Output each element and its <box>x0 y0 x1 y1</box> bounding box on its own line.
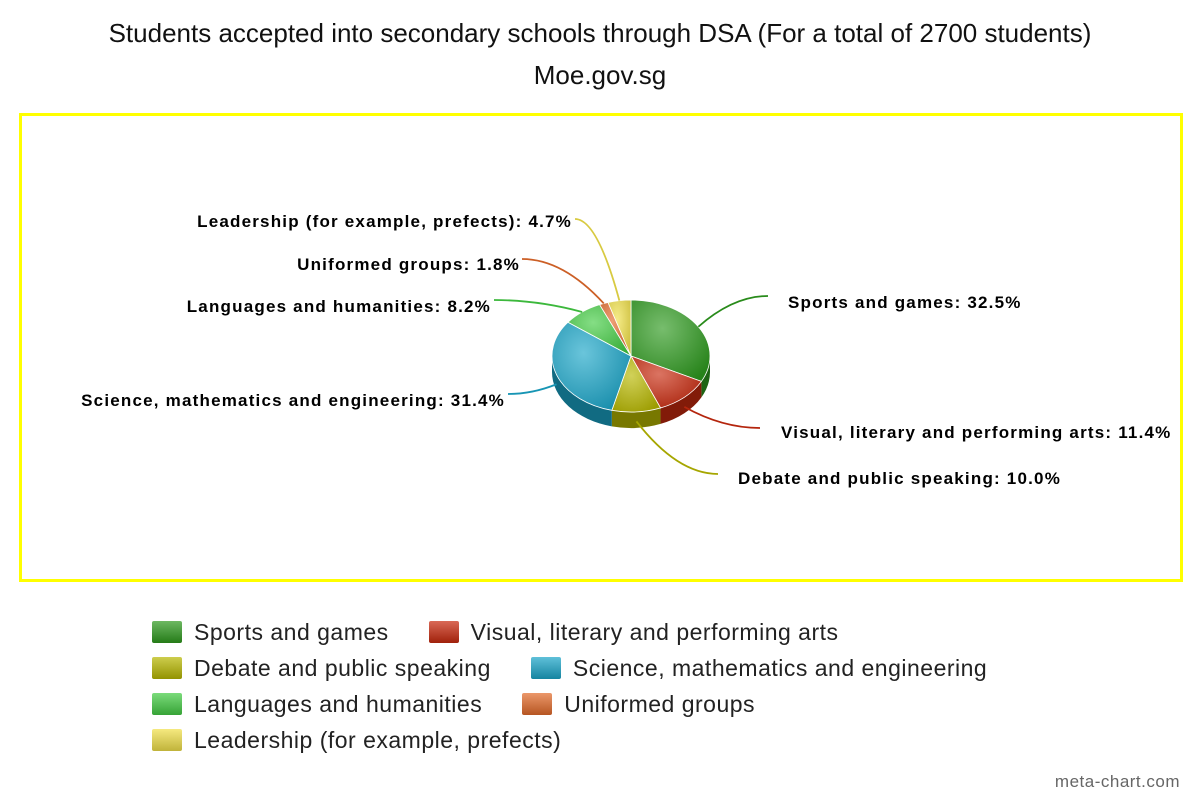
legend-item-uniformed-groups[interactable]: Uniformed groups <box>522 691 755 718</box>
legend-item-science-mathematics-and-engineering[interactable]: Science, mathematics and engineering <box>530 654 988 682</box>
leader-line-uniformed-groups <box>521 258 605 305</box>
pie-slices <box>551 299 711 413</box>
leader-line-science-mathematics-and-engineering <box>507 383 557 395</box>
legend-swatch <box>152 729 182 751</box>
legend-item-visual-literary-and-performing-arts[interactable]: Visual, literary and performing arts <box>428 618 839 646</box>
pie-side-visual-literary-and-performing-arts <box>660 381 702 424</box>
legend-item-leadership-for-example-prefects[interactable]: Leadership (for example, prefects) <box>152 727 561 754</box>
legend-swatch <box>152 657 182 679</box>
legend-label: Sports and games <box>194 618 389 645</box>
legend-swatch <box>530 657 561 679</box>
slice-label-sports-and-games: Sports and games: 32.5% <box>788 293 1022 312</box>
slice-label-uniformed-groups: Uniformed groups: 1.8% <box>297 255 520 274</box>
leader-line-sports-and-games <box>697 295 769 328</box>
leader-line-visual-literary-and-performing-arts <box>683 406 761 429</box>
slice-label-debate-and-public-speaking: Debate and public speaking: 10.0% <box>738 469 1061 488</box>
legend-swatch <box>428 621 459 643</box>
pie-side-debate-and-public-speaking <box>611 407 661 428</box>
plot-area-border <box>19 113 1183 582</box>
legend-label: Science, mathematics and engineering <box>572 654 988 681</box>
legend-swatch <box>152 693 182 715</box>
legend-row: Sports and games Visual, literary and per… <box>152 614 1152 650</box>
leader-line-languages-and-humanities <box>493 299 583 313</box>
slice-labels: Sports and games: 32.5% Visual, literary … <box>81 212 1171 488</box>
leader-line-debate-and-public-speaking <box>635 420 719 475</box>
legend-label: Debate and public speaking <box>194 654 491 681</box>
legend: Sports and games Visual, literary and per… <box>152 614 1152 758</box>
legend-swatch <box>152 621 182 643</box>
pie-slice-science-mathematics-and-engineering[interactable] <box>551 321 632 411</box>
slice-label-science-mathematics-and-engineering: Science, mathematics and engineering: 31… <box>81 391 505 410</box>
pie-sides <box>552 356 710 428</box>
legend-item-sports-and-games[interactable]: Sports and games <box>152 619 389 646</box>
chart-title: Students accepted into secondary schools… <box>108 18 1092 48</box>
legend-row: Debate and public speaking Science, mathe… <box>152 650 1152 686</box>
pie-side-sports-and-games <box>701 356 710 398</box>
leader-line-leadership-for-example-prefects <box>574 218 621 301</box>
legend-item-debate-and-public-speaking[interactable]: Debate and public speaking <box>152 655 491 682</box>
legend-label: Visual, literary and performing arts <box>470 618 839 645</box>
pie-side-science-mathematics-and-engineering <box>552 356 612 427</box>
legend-label: Leadership (for example, prefects) <box>194 726 562 753</box>
legend-label: Uniformed groups <box>564 690 756 717</box>
legend-item-languages-and-humanities[interactable]: Languages and humanities <box>152 691 482 718</box>
chart-subtitle: Moe.gov.sg <box>533 60 667 90</box>
legend-row: Languages and humanities Uniformed groups <box>152 686 1152 722</box>
slice-label-visual-literary-and-performing-arts: Visual, literary and performing arts: 11… <box>781 423 1171 442</box>
slice-label-leadership-for-example-prefects: Leadership (for example, prefects): 4.7% <box>197 212 572 231</box>
slice-label-languages-and-humanities: Languages and humanities: 8.2% <box>187 297 491 316</box>
legend-label: Languages and humanities <box>194 690 483 717</box>
legend-row: Leadership (for example, prefects) <box>152 722 1152 758</box>
legend-swatch <box>522 693 553 715</box>
watermark: meta-chart.com <box>1054 772 1180 791</box>
